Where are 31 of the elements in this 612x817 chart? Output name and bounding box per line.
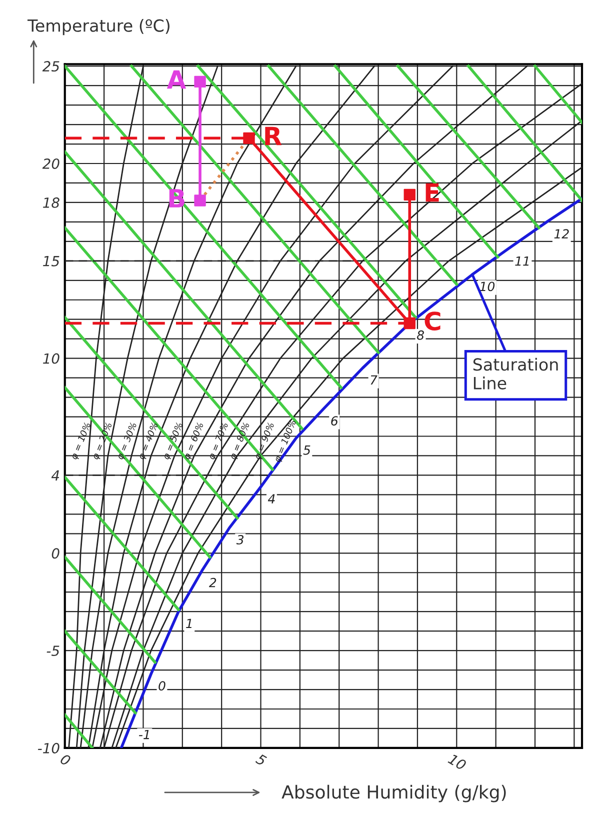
annotation: 6	[331, 416, 338, 426]
series-label: E	[426, 183, 439, 202]
y-axis-title: Temperature (ºC)	[27, 19, 170, 36]
x-tick-label: 10	[448, 753, 467, 771]
annotation: 1	[186, 618, 192, 628]
annotation: 2	[208, 578, 216, 588]
annotation: 4	[268, 494, 275, 504]
x-axis-title: Absolute Humidity (g/kg)	[282, 784, 506, 802]
annotation: Saturation Line	[473, 358, 558, 390]
y-tick-label: 18	[43, 197, 60, 208]
annotation: 0	[158, 681, 166, 691]
x-tick-label: 5	[255, 753, 268, 766]
annotation: 7	[370, 375, 378, 384]
y-tick-label: -5	[46, 646, 60, 656]
y-tick-label: 15	[43, 256, 60, 266]
annotation: 3	[236, 534, 244, 544]
y-tick-label: -10	[38, 742, 60, 754]
annotation: φ = 100%	[273, 419, 298, 464]
y-tick-label: 25	[42, 61, 60, 72]
y-tick-label: 20	[42, 158, 60, 169]
y-tick-label: 4	[51, 470, 60, 480]
annotation: 11	[515, 256, 529, 266]
annotation: 8	[416, 330, 424, 340]
x-tick-label: 0	[60, 753, 72, 766]
annotation: 12	[554, 229, 569, 238]
y-tick-label: 10	[43, 353, 60, 364]
series-label: R	[265, 126, 282, 146]
y-tick-label: 0	[52, 548, 60, 559]
annotation: 5	[303, 446, 310, 455]
annotation: -1	[138, 730, 149, 740]
annotation: 10	[480, 282, 495, 292]
